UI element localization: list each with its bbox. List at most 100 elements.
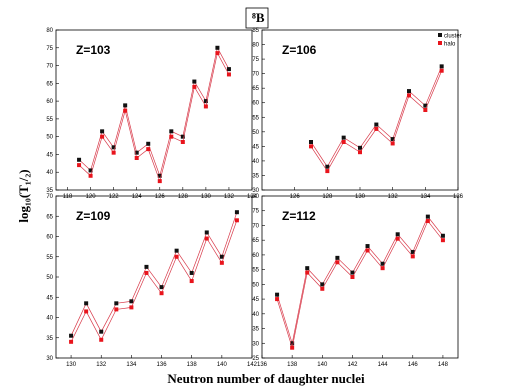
y-tick-label: 45 — [46, 152, 53, 158]
point-halo — [203, 104, 208, 109]
legend-label-cluster: cluster — [444, 34, 462, 40]
point-halo — [169, 134, 174, 139]
y-tick-label: 40 — [46, 316, 53, 322]
x-tick-label: 118 — [63, 194, 73, 200]
panel-frame — [261, 195, 459, 359]
y-tick-label: 35 — [46, 188, 53, 194]
x-tick-label: 130 — [355, 194, 366, 200]
y-tick-label: 80 — [46, 28, 53, 34]
y-tick-label: 50 — [252, 130, 259, 136]
emitter-label-frame — [245, 7, 269, 29]
point-cluster — [309, 140, 313, 144]
point-cluster — [100, 129, 105, 134]
point-cluster — [123, 103, 128, 108]
point-cluster — [234, 210, 239, 215]
y-tick-label: 70 — [252, 223, 259, 229]
series-line-cluster — [276, 215, 444, 344]
x-tick-label: 146 — [408, 362, 419, 368]
y-tick-label: 65 — [252, 86, 259, 92]
point-halo — [305, 270, 310, 275]
y-tick-label: 70 — [252, 72, 259, 78]
y-tick-label: 65 — [252, 238, 259, 244]
y-tick-label: 55 — [46, 117, 53, 123]
point-cluster — [99, 329, 104, 334]
point-cluster — [341, 135, 346, 140]
y-tick-label: 40 — [252, 159, 259, 165]
panel-label: Z=112 — [282, 209, 316, 223]
y-tick-label: 25 — [252, 356, 259, 362]
legend: cluster halo — [438, 33, 462, 48]
y-tick-label: 70 — [46, 64, 53, 70]
y-tick-label: 55 — [252, 268, 259, 274]
y-tick-label: 35 — [46, 336, 53, 342]
point-cluster — [215, 45, 220, 50]
point-cluster — [440, 233, 445, 238]
y-tick-label: 80 — [252, 194, 259, 200]
panels: 118 120 122 124 126 128 130 132 134 35 40 45 50 55 60 6… — [46, 28, 463, 368]
x-tick-label: 132 — [96, 362, 107, 368]
y-tick-label: 40 — [46, 170, 53, 176]
point-cluster — [320, 282, 325, 287]
point-cluster — [88, 168, 93, 173]
point-cluster — [169, 129, 174, 134]
point-halo — [99, 337, 104, 342]
point-halo — [114, 307, 119, 312]
x-tick-label: 126 — [155, 194, 166, 200]
series-line-halo — [310, 70, 443, 172]
point-halo — [425, 219, 430, 224]
x-tick-label: 138 — [187, 362, 198, 368]
legend-marker-halo — [438, 41, 442, 45]
point-halo — [290, 345, 295, 350]
point-cluster — [192, 79, 197, 84]
point-halo — [215, 51, 220, 56]
point-cluster — [410, 249, 415, 254]
y-tick-label: 70 — [46, 194, 53, 200]
y-tick-label: 50 — [46, 275, 53, 281]
point-cluster — [275, 292, 280, 297]
point-cluster — [180, 134, 185, 139]
x-tick-label: 136 — [157, 362, 168, 368]
point-halo — [157, 179, 162, 184]
y-tick-label: 60 — [252, 253, 259, 259]
point-cluster — [189, 270, 194, 275]
point-halo — [84, 309, 89, 314]
point-halo — [134, 156, 139, 160]
point-halo — [100, 134, 105, 139]
point-halo — [395, 236, 400, 241]
y-tick-label: 60 — [252, 101, 259, 107]
series-line-cluster — [78, 46, 230, 177]
point-cluster — [77, 157, 82, 162]
legend-label-halo: halo — [444, 42, 456, 48]
point-cluster — [350, 270, 355, 275]
point-cluster — [439, 64, 444, 69]
panel-2: 126 128 130 132 134 1363035404550556065707580… — [252, 28, 463, 200]
point-cluster — [380, 261, 385, 266]
y-tick-label: 35 — [252, 327, 259, 333]
x-tick-label: 140 — [317, 362, 328, 368]
x-tick-label: 124 — [132, 194, 143, 200]
point-cluster — [69, 333, 74, 338]
point-cluster — [335, 255, 340, 260]
point-halo — [77, 163, 82, 168]
point-cluster — [423, 103, 428, 108]
panel-label: Z=106 — [282, 43, 317, 57]
point-cluster — [129, 299, 134, 304]
point-cluster — [305, 266, 310, 271]
x-tick-label: 134 — [126, 362, 137, 368]
y-tick-label: 75 — [46, 46, 53, 52]
point-cluster — [84, 301, 89, 306]
point-halo — [365, 248, 370, 253]
point-halo — [189, 279, 194, 284]
x-tick-label: 134 — [420, 194, 431, 200]
point-halo — [234, 218, 239, 223]
point-halo — [325, 169, 330, 174]
point-cluster — [226, 67, 231, 72]
panel-frame — [55, 29, 253, 191]
x-tick-label: 130 — [201, 194, 212, 200]
series-line-halo — [78, 52, 230, 183]
point-halo — [440, 238, 445, 243]
point-halo — [174, 254, 179, 259]
series-line-cluster — [70, 212, 238, 336]
x-tick-label: 138 — [287, 362, 298, 368]
point-halo — [407, 93, 411, 98]
